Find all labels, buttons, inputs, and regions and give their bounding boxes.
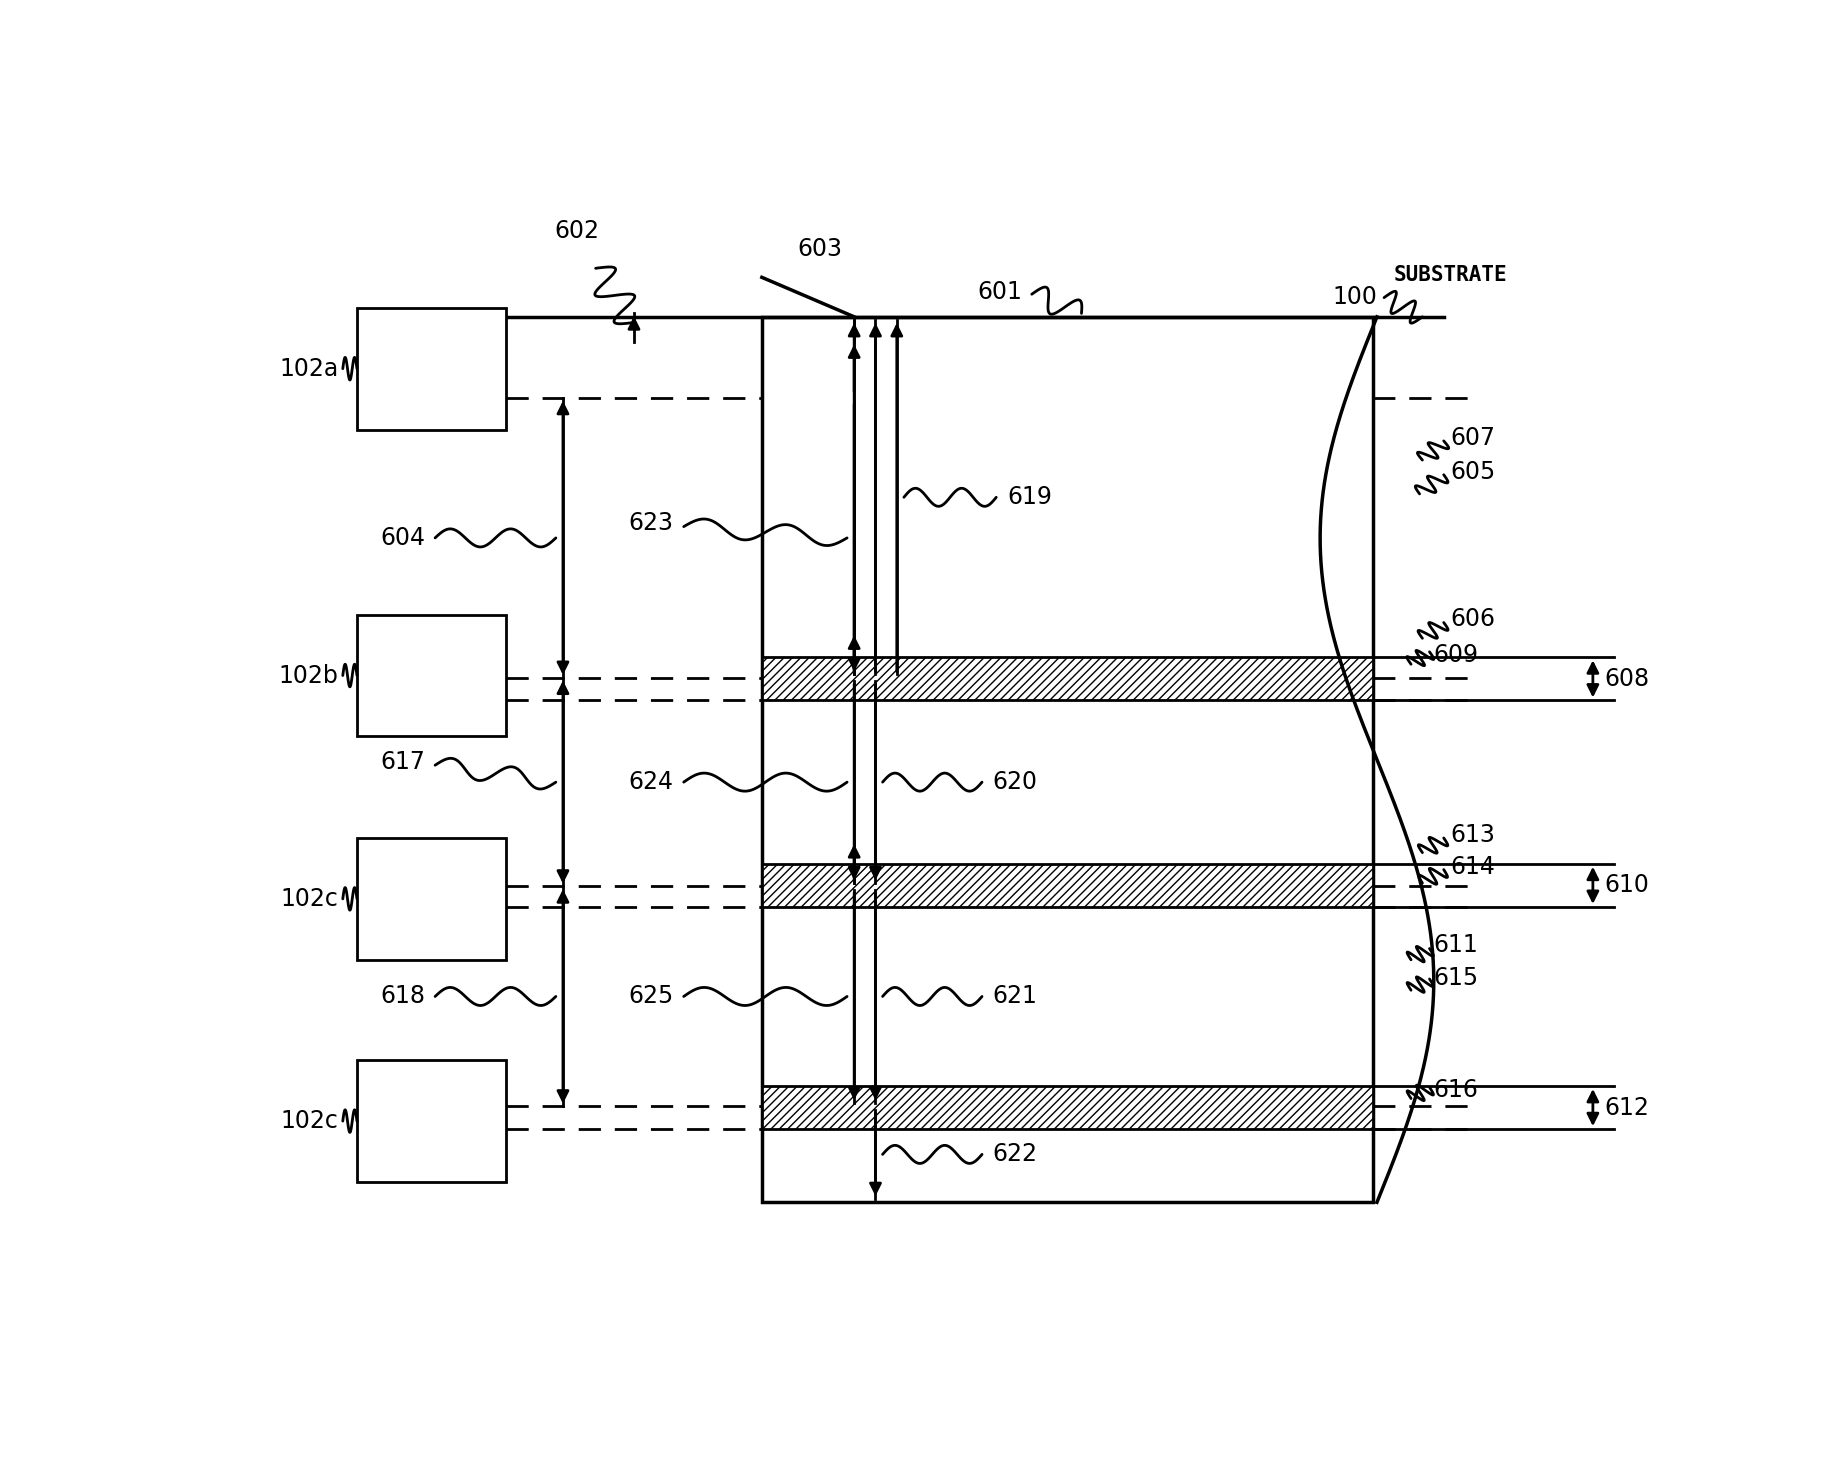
Bar	[762, 1086, 1372, 1130]
Text: 608: 608	[1603, 667, 1649, 691]
Text: 614: 614	[1451, 856, 1495, 879]
Text: 615: 615	[1433, 965, 1478, 990]
Text: 602: 602	[555, 220, 599, 243]
Bar	[762, 658, 1372, 700]
Text: 612: 612	[1603, 1096, 1649, 1119]
Text: 100: 100	[1332, 284, 1376, 309]
Text: 603: 603	[797, 237, 843, 261]
Text: 604: 604	[379, 526, 425, 549]
Text: 102b: 102b	[278, 664, 339, 687]
Bar	[357, 1061, 506, 1182]
Text: 601: 601	[976, 280, 1020, 305]
Bar	[357, 838, 506, 960]
Text: 622: 622	[991, 1143, 1037, 1166]
Text: 102c: 102c	[280, 1109, 339, 1132]
Text: 610: 610	[1603, 873, 1649, 898]
Text: 617: 617	[379, 750, 425, 774]
Text: 619: 619	[1008, 485, 1052, 510]
Text: 624: 624	[628, 771, 674, 794]
Text: 618: 618	[379, 984, 425, 1008]
Bar	[357, 308, 506, 429]
Text: 611: 611	[1433, 933, 1478, 957]
Text: 609: 609	[1433, 643, 1478, 667]
Text: 102a: 102a	[278, 356, 339, 381]
Text: 613: 613	[1451, 822, 1495, 847]
Text: 623: 623	[628, 511, 674, 535]
Bar	[762, 316, 1372, 1203]
Text: 607: 607	[1451, 425, 1495, 450]
Bar	[357, 615, 506, 737]
Text: 620: 620	[991, 771, 1037, 794]
Text: 606: 606	[1451, 607, 1495, 631]
Text: 616: 616	[1433, 1078, 1478, 1102]
Text: 625: 625	[628, 984, 674, 1008]
Text: 621: 621	[991, 984, 1037, 1008]
Text: 102c: 102c	[280, 886, 339, 911]
Text: 605: 605	[1451, 460, 1495, 485]
Bar	[762, 864, 1372, 907]
Text: SUBSTRATE: SUBSTRATE	[1392, 265, 1506, 286]
